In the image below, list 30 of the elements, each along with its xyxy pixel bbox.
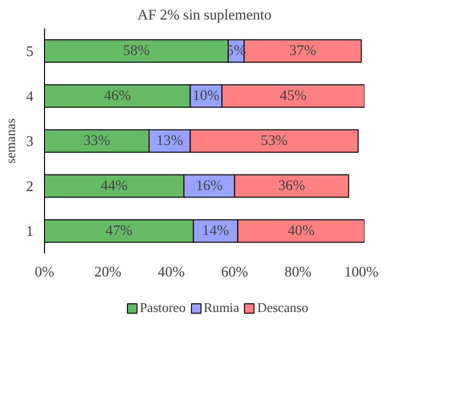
y-axis-title: semanas — [3, 118, 18, 164]
text: 53% — [260, 133, 288, 149]
legend-label: Rumia — [204, 300, 240, 316]
x-tick-label: 60% — [221, 264, 248, 280]
y-tick-label: 2 — [26, 179, 34, 195]
text: 14% — [202, 223, 230, 239]
text: 13% — [156, 133, 184, 149]
x-tick-label: 20% — [94, 264, 122, 280]
legend-label: Pastoreo — [140, 300, 186, 316]
text: 44% — [100, 178, 128, 194]
text: 36% — [278, 178, 306, 194]
x-tick-label: 0% — [34, 264, 54, 280]
y-tick-label: 4 — [26, 89, 34, 105]
y-tick-label: 5 — [26, 44, 34, 60]
legend-label: Descanso — [257, 300, 308, 316]
text: 40% — [288, 223, 315, 239]
text: 45% — [280, 88, 307, 104]
y-tick-label: 3 — [26, 134, 34, 150]
chart-title: AF 2% sin suplemento — [138, 8, 272, 24]
text: 16% — [196, 178, 223, 194]
text: 46% — [104, 88, 131, 104]
x-tick-label: 100% — [344, 264, 378, 280]
x-tick-label: 40% — [158, 264, 185, 280]
text: 37% — [289, 43, 316, 59]
text: 47% — [106, 223, 132, 239]
x-tick-label: 80% — [284, 264, 312, 280]
text: 33% — [83, 133, 110, 149]
y-tick-label: 1 — [26, 224, 34, 240]
text: 58% — [122, 43, 150, 59]
text: 10% — [192, 88, 220, 104]
